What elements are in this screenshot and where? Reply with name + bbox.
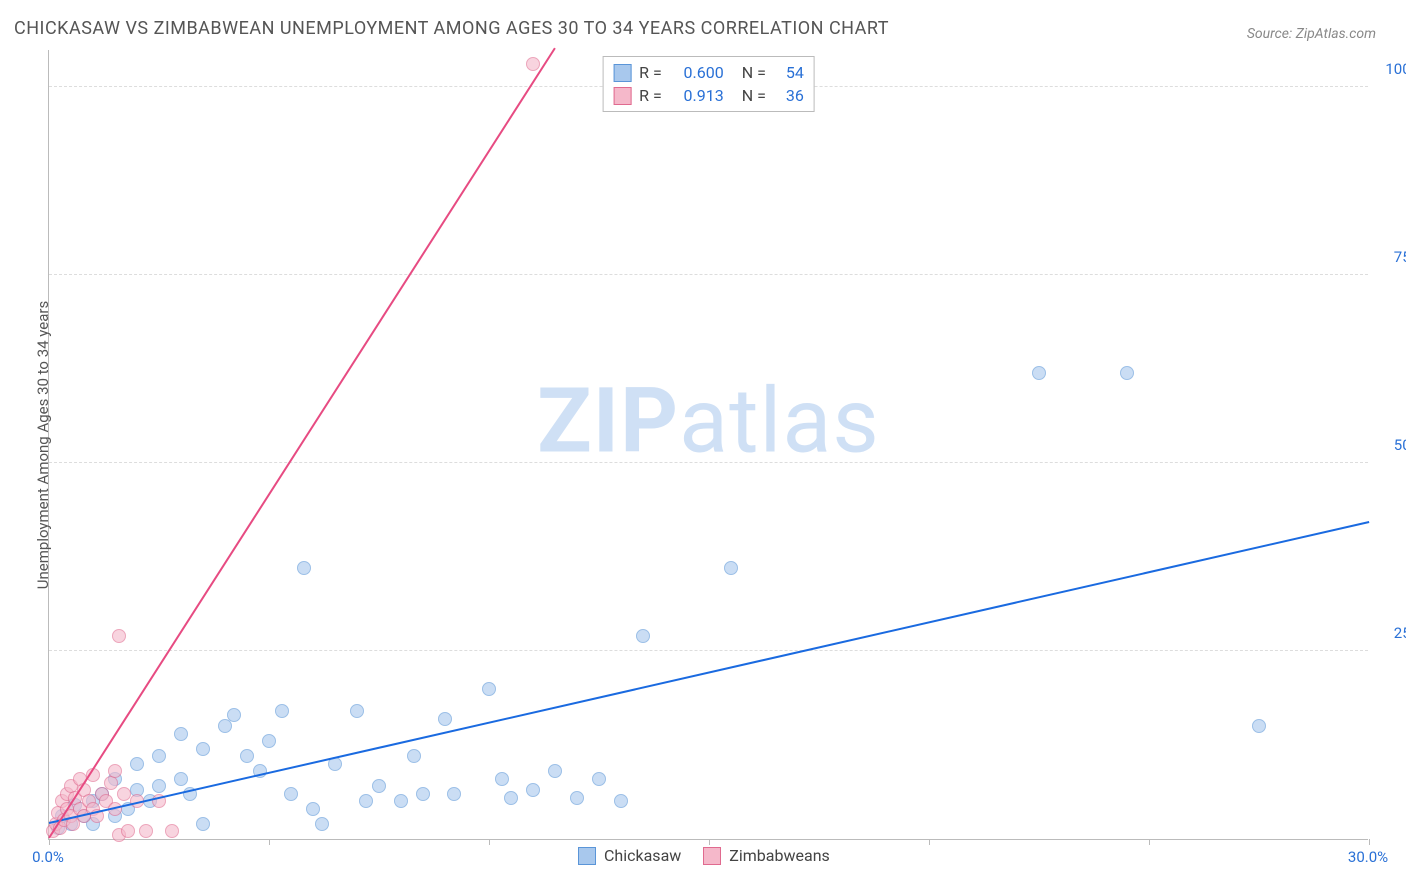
data-point xyxy=(394,794,408,808)
data-point xyxy=(315,817,329,831)
data-point xyxy=(284,787,298,801)
plot-area: Unemployment Among Ages 30 to 34 years Z… xyxy=(48,50,1368,840)
correlation-legend: R = 0.600 N = 54 R = 0.913 N = 36 xyxy=(602,56,815,112)
r-value-0: 0.600 xyxy=(670,63,724,82)
legend-row-zimbabweans: R = 0.913 N = 36 xyxy=(613,84,804,107)
data-point xyxy=(1120,366,1134,380)
data-point xyxy=(526,57,540,71)
swatch-zimbabweans xyxy=(613,87,631,105)
source-label: Source: ZipAtlas.com xyxy=(1247,26,1376,42)
x-tick-label-30: 30.0% xyxy=(1348,848,1388,866)
data-point xyxy=(262,734,276,748)
data-point xyxy=(495,772,509,786)
data-point xyxy=(447,787,461,801)
data-point xyxy=(350,704,364,718)
data-point xyxy=(174,772,188,786)
data-point xyxy=(416,787,430,801)
data-point xyxy=(240,749,254,763)
data-point xyxy=(275,704,289,718)
data-point xyxy=(372,779,386,793)
r-label-0: R = xyxy=(639,63,662,82)
y-tick-label: 25.0% xyxy=(1374,624,1406,642)
legend-label: Zimbabweans xyxy=(729,846,829,865)
r-value-1: 0.913 xyxy=(670,86,724,105)
legend-item: Chickasaw xyxy=(578,846,681,865)
n-value-0: 54 xyxy=(774,63,804,82)
data-point xyxy=(108,764,122,778)
data-point xyxy=(112,629,126,643)
data-point xyxy=(724,561,738,575)
y-tick-label: 100.0% xyxy=(1374,60,1406,78)
data-point xyxy=(1032,366,1046,380)
data-point xyxy=(218,719,232,733)
trend-line xyxy=(48,47,556,838)
watermark-bold: ZIP xyxy=(537,368,679,473)
data-point xyxy=(306,802,320,816)
data-point xyxy=(407,749,421,763)
n-label-0: N = xyxy=(742,63,766,82)
trend-line xyxy=(49,521,1369,824)
legend-row-chickasaw: R = 0.600 N = 54 xyxy=(613,61,804,84)
x-tick-label-0: 0.0% xyxy=(32,848,64,866)
data-point xyxy=(570,791,584,805)
legend-label: Chickasaw xyxy=(604,846,681,865)
data-point xyxy=(196,742,210,756)
data-point xyxy=(1252,719,1266,733)
n-label-1: N = xyxy=(742,86,766,105)
legend-swatch xyxy=(703,847,721,865)
data-point xyxy=(297,561,311,575)
data-point xyxy=(526,783,540,797)
watermark-light: atlas xyxy=(679,368,880,473)
data-point xyxy=(130,757,144,771)
series-legend: Chickasaw Zimbabweans xyxy=(578,846,830,865)
n-value-1: 36 xyxy=(774,86,804,105)
data-point xyxy=(592,772,606,786)
r-label-1: R = xyxy=(639,86,662,105)
legend-item: Zimbabweans xyxy=(703,846,829,865)
y-tick-label: 75.0% xyxy=(1374,248,1406,266)
legend-swatch xyxy=(578,847,596,865)
data-point xyxy=(636,629,650,643)
swatch-chickasaw xyxy=(613,64,631,82)
watermark: ZIPatlas xyxy=(537,368,880,473)
data-point xyxy=(139,824,153,838)
data-point xyxy=(165,824,179,838)
data-point xyxy=(438,712,452,726)
data-point xyxy=(121,824,135,838)
data-point xyxy=(504,791,518,805)
chart-title: CHICKASAW VS ZIMBABWEAN UNEMPLOYMENT AMO… xyxy=(14,18,889,39)
y-tick-label: 50.0% xyxy=(1374,436,1406,454)
data-point xyxy=(152,779,166,793)
data-point xyxy=(614,794,628,808)
data-point xyxy=(359,794,373,808)
data-point xyxy=(152,749,166,763)
data-point xyxy=(117,787,131,801)
data-point xyxy=(227,708,241,722)
data-point xyxy=(548,764,562,778)
data-point xyxy=(196,817,210,831)
data-point xyxy=(482,682,496,696)
y-axis-label: Unemployment Among Ages 30 to 34 years xyxy=(34,300,52,588)
data-point xyxy=(174,727,188,741)
